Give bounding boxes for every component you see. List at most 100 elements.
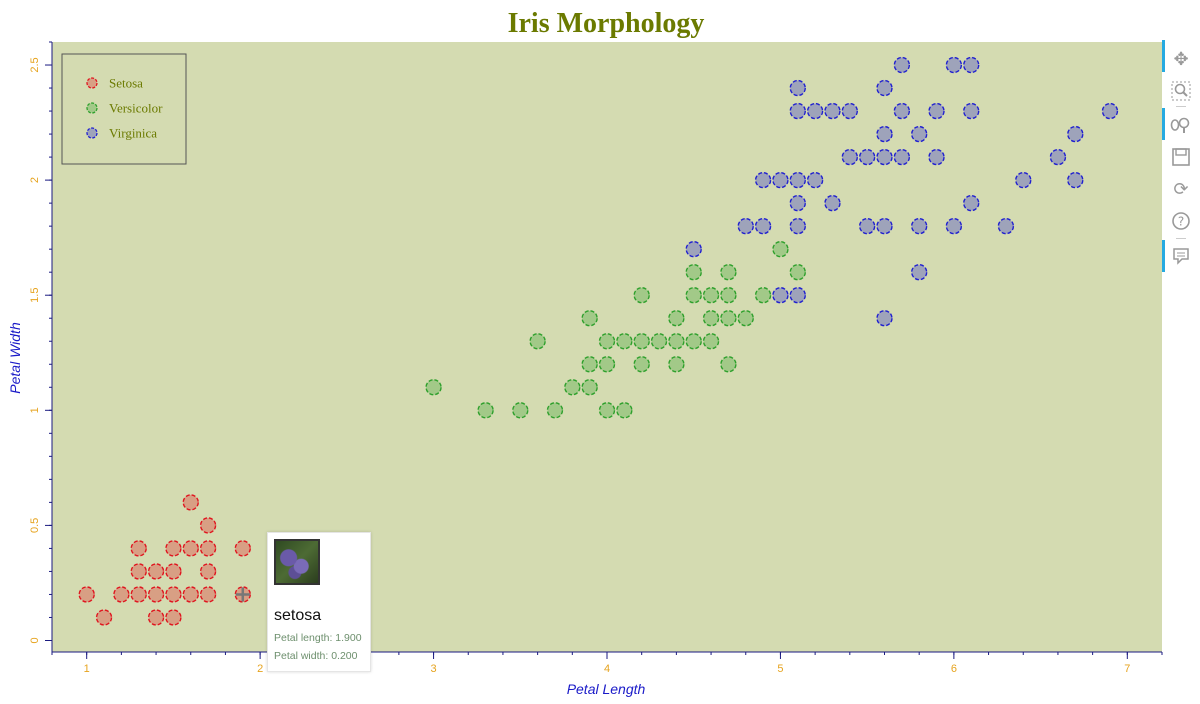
- data-point[interactable]: [789, 102, 806, 120]
- data-point[interactable]: [199, 540, 217, 557]
- data-point[interactable]: [945, 217, 963, 235]
- data-point[interactable]: [113, 586, 130, 603]
- data-point[interactable]: [668, 356, 685, 373]
- data-point[interactable]: [650, 333, 668, 350]
- data-point[interactable]: [564, 379, 581, 396]
- data-point[interactable]: [754, 171, 772, 189]
- data-point[interactable]: [928, 148, 945, 166]
- data-point[interactable]: [945, 56, 963, 74]
- data-point[interactable]: [581, 310, 598, 327]
- data-point[interactable]: [789, 217, 806, 235]
- data-point[interactable]: [893, 102, 911, 120]
- data-point[interactable]: [685, 240, 702, 258]
- data-point[interactable]: [789, 287, 806, 304]
- data-point[interactable]: [910, 125, 928, 143]
- plot-area[interactable]: [52, 42, 1162, 652]
- wheel-zoom-icon[interactable]: [1168, 112, 1194, 138]
- data-point[interactable]: [876, 125, 893, 143]
- data-point[interactable]: [876, 310, 893, 327]
- data-point[interactable]: [1015, 171, 1032, 189]
- data-point[interactable]: [78, 586, 95, 603]
- data-point[interactable]: [234, 540, 251, 557]
- data-point[interactable]: [529, 333, 546, 350]
- data-point[interactable]: [910, 263, 928, 281]
- data-point[interactable]: [702, 287, 720, 304]
- data-point[interactable]: [598, 333, 616, 350]
- legend[interactable]: Setosa Versicolor Virginica: [61, 53, 187, 165]
- legend-item-setosa[interactable]: Setosa: [109, 76, 143, 91]
- data-point[interactable]: [598, 402, 616, 419]
- data-point[interactable]: [199, 517, 217, 534]
- data-point[interactable]: [997, 217, 1015, 235]
- data-point[interactable]: [182, 586, 199, 603]
- data-point[interactable]: [841, 148, 859, 166]
- data-point[interactable]: [425, 379, 442, 396]
- data-point[interactable]: [581, 379, 598, 396]
- data-point[interactable]: [720, 287, 737, 304]
- data-point[interactable]: [963, 194, 980, 212]
- data-point[interactable]: [130, 563, 147, 580]
- data-point[interactable]: [477, 402, 494, 419]
- data-point[interactable]: [789, 79, 806, 97]
- data-point[interactable]: [1101, 102, 1119, 120]
- data-point[interactable]: [616, 333, 633, 350]
- hover-icon[interactable]: [1168, 243, 1194, 269]
- save-icon[interactable]: [1168, 144, 1194, 170]
- data-point[interactable]: [720, 310, 737, 327]
- data-point[interactable]: [147, 609, 165, 626]
- data-point[interactable]: [720, 356, 737, 373]
- data-point[interactable]: [1067, 171, 1084, 189]
- data-point[interactable]: [581, 356, 598, 373]
- data-point[interactable]: [182, 540, 199, 557]
- data-point[interactable]: [928, 102, 945, 120]
- legend-item-virginica[interactable]: Virginica: [109, 126, 157, 141]
- data-point[interactable]: [685, 263, 702, 281]
- data-point[interactable]: [633, 356, 650, 373]
- data-point[interactable]: [824, 194, 841, 212]
- data-point[interactable]: [876, 217, 893, 235]
- data-point[interactable]: [512, 402, 529, 419]
- data-point[interactable]: [789, 171, 806, 189]
- data-point[interactable]: [737, 310, 754, 327]
- data-point[interactable]: [598, 356, 616, 373]
- data-point[interactable]: [165, 586, 182, 603]
- data-point[interactable]: [165, 563, 182, 580]
- data-point[interactable]: [702, 310, 720, 327]
- data-point[interactable]: [772, 287, 789, 304]
- data-point[interactable]: [824, 102, 841, 120]
- data-point[interactable]: [772, 171, 789, 189]
- data-point[interactable]: [737, 217, 754, 235]
- data-point[interactable]: [806, 171, 824, 189]
- data-point[interactable]: [1049, 148, 1067, 166]
- data-point[interactable]: [789, 194, 806, 212]
- data-point[interactable]: [841, 102, 859, 120]
- data-point[interactable]: [199, 563, 217, 580]
- data-point[interactable]: [963, 56, 980, 74]
- data-point[interactable]: [910, 217, 928, 235]
- data-point[interactable]: [963, 102, 980, 120]
- data-point[interactable]: [147, 586, 165, 603]
- data-point[interactable]: [668, 310, 685, 327]
- data-point[interactable]: [182, 494, 199, 511]
- data-point[interactable]: [685, 287, 702, 304]
- data-point[interactable]: [754, 217, 772, 235]
- data-point[interactable]: [789, 263, 806, 281]
- data-point[interactable]: [95, 609, 113, 626]
- data-point[interactable]: [165, 540, 182, 557]
- help-icon[interactable]: ?: [1168, 208, 1194, 234]
- data-point[interactable]: [1067, 125, 1084, 143]
- data-point[interactable]: [876, 148, 893, 166]
- data-point[interactable]: [546, 402, 564, 419]
- legend-item-versicolor[interactable]: Versicolor: [109, 101, 163, 116]
- data-point[interactable]: [147, 563, 165, 580]
- data-point[interactable]: [806, 102, 824, 120]
- pan-icon[interactable]: ✥: [1173, 48, 1189, 70]
- data-point[interactable]: [130, 540, 147, 557]
- data-point[interactable]: [668, 333, 685, 350]
- data-point[interactable]: [199, 586, 217, 603]
- data-point[interactable]: [633, 333, 650, 350]
- data-point[interactable]: [633, 287, 650, 304]
- reset-icon[interactable]: ⟳: [1173, 178, 1189, 200]
- data-point[interactable]: [720, 263, 737, 281]
- data-point[interactable]: [130, 586, 147, 603]
